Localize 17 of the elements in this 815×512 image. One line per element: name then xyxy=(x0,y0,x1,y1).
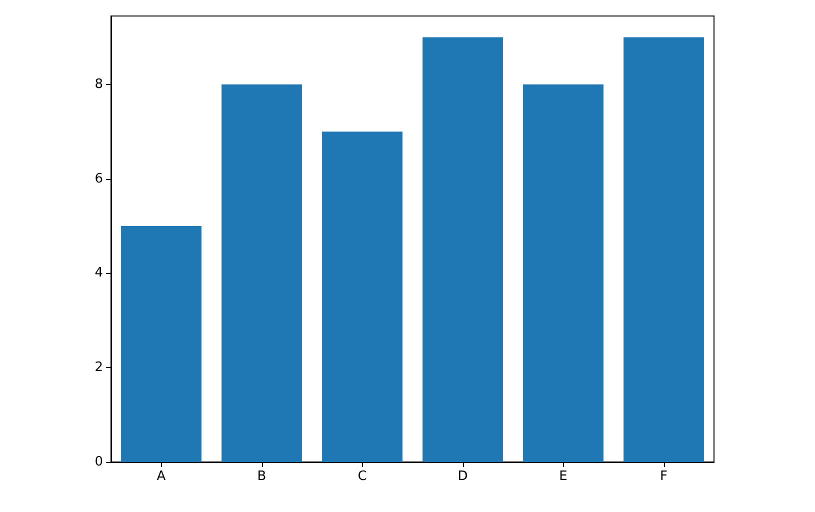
y-tick-label: 2 xyxy=(94,360,103,376)
x-tick-label: D xyxy=(458,469,468,484)
x-tick-label: A xyxy=(156,469,166,484)
x-tick-label: E xyxy=(559,469,568,484)
bar xyxy=(523,84,604,462)
bar xyxy=(121,226,202,462)
bar xyxy=(624,37,704,462)
bar xyxy=(322,132,402,462)
y-tick-label: 0 xyxy=(94,454,103,470)
x-tick-label: F xyxy=(660,469,668,484)
bar xyxy=(222,84,302,462)
x-tick-label: C xyxy=(358,469,367,484)
y-tick-label: 6 xyxy=(94,171,103,186)
y-tick-label: 4 xyxy=(94,266,103,281)
x-tick-label: B xyxy=(257,469,266,484)
y-tick-label: 8 xyxy=(94,76,103,92)
bar xyxy=(422,37,503,462)
